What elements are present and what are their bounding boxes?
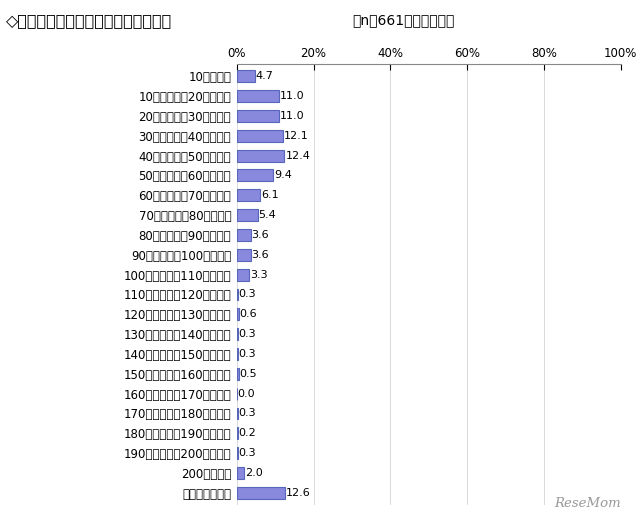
Bar bbox=[237, 407, 238, 419]
Bar bbox=[237, 368, 239, 380]
Bar bbox=[237, 308, 239, 320]
Bar bbox=[237, 447, 238, 459]
Text: ◇今年の冬のボーナスの見込み支給額: ◇今年の冬のボーナスの見込み支給額 bbox=[6, 13, 173, 28]
Text: 12.4: 12.4 bbox=[285, 150, 310, 161]
Bar bbox=[237, 190, 260, 201]
Text: 3.6: 3.6 bbox=[252, 230, 269, 240]
Bar bbox=[237, 130, 284, 142]
Bar bbox=[237, 249, 251, 261]
Text: 3.6: 3.6 bbox=[252, 250, 269, 260]
Bar bbox=[237, 269, 250, 281]
Bar bbox=[237, 487, 285, 499]
Text: 0.6: 0.6 bbox=[239, 310, 257, 319]
Bar bbox=[237, 328, 238, 340]
Bar bbox=[237, 71, 255, 82]
Text: 6.1: 6.1 bbox=[261, 190, 279, 200]
Text: 0.3: 0.3 bbox=[239, 408, 256, 419]
Bar bbox=[237, 169, 273, 181]
Bar bbox=[237, 288, 238, 300]
Text: 9.4: 9.4 bbox=[274, 170, 292, 180]
Text: 11.0: 11.0 bbox=[280, 111, 305, 121]
Bar bbox=[237, 229, 251, 241]
Bar bbox=[237, 467, 244, 479]
Text: 0.5: 0.5 bbox=[239, 369, 257, 379]
Text: 0.0: 0.0 bbox=[237, 389, 255, 399]
Text: 0.3: 0.3 bbox=[239, 349, 256, 359]
Text: ReseMom: ReseMom bbox=[554, 497, 621, 510]
Text: （n＝661）　単位：％: （n＝661） 単位：％ bbox=[352, 13, 454, 27]
Text: 12.1: 12.1 bbox=[284, 131, 309, 141]
Text: 0.3: 0.3 bbox=[239, 289, 256, 299]
Text: 12.6: 12.6 bbox=[286, 488, 311, 498]
Text: 0.2: 0.2 bbox=[238, 428, 256, 438]
Text: 11.0: 11.0 bbox=[280, 91, 305, 101]
Text: 0.3: 0.3 bbox=[239, 448, 256, 458]
Text: 0.3: 0.3 bbox=[239, 329, 256, 339]
Text: 3.3: 3.3 bbox=[250, 270, 268, 280]
Text: 2.0: 2.0 bbox=[246, 468, 263, 478]
Bar bbox=[237, 90, 279, 102]
Bar bbox=[237, 150, 284, 162]
Text: 4.7: 4.7 bbox=[256, 71, 274, 81]
Bar bbox=[237, 209, 257, 221]
Bar bbox=[237, 348, 238, 360]
Text: 5.4: 5.4 bbox=[259, 210, 276, 220]
Bar bbox=[237, 110, 279, 122]
